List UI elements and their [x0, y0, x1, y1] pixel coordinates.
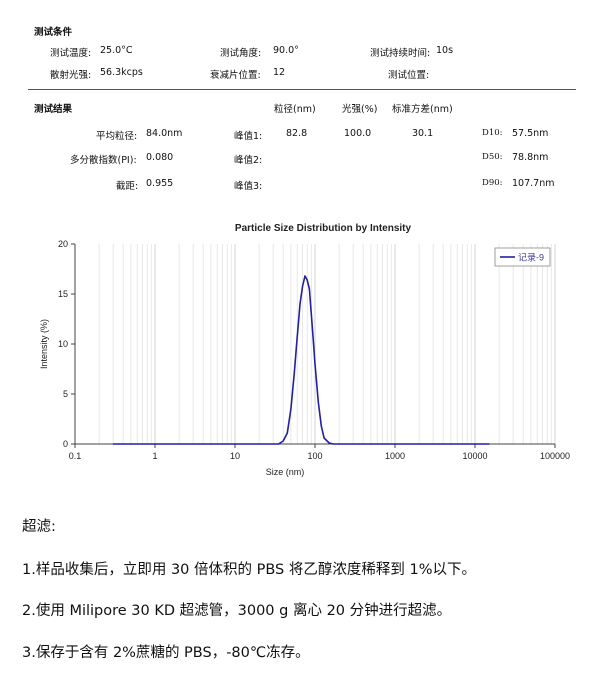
notes-step-1: 1.样品收集后，立即用 30 倍体积的 PBS 将乙醇浓度稀释到 1%以下。 [22, 562, 476, 578]
d50-value: 78.8nm [512, 152, 549, 163]
d10-label: D10: [482, 128, 503, 138]
data-point [314, 363, 316, 365]
data-point [290, 408, 292, 410]
data-point [394, 443, 396, 445]
pdi-label: 多分散指数(PI): [70, 155, 137, 166]
duration-label: 测试持续时间: [370, 48, 431, 59]
data-point [323, 437, 325, 439]
data-point [112, 443, 114, 445]
y-axis-label: Intensity (%) [39, 319, 49, 369]
data-point [154, 443, 156, 445]
x-tick-label: 100000 [540, 451, 570, 461]
duration-value: 10s [436, 45, 454, 56]
notes-heading: 超滤: [22, 519, 56, 535]
intensity-label: 散射光强: [50, 70, 92, 81]
data-point [474, 443, 476, 445]
data-point [317, 401, 319, 403]
peak2-label: 峰值2: [234, 155, 263, 166]
notes-step-3: 3.保存于含有 2%蔗糖的 PBS，-80℃冻存。 [22, 645, 310, 661]
peak1-label: 峰值1: [234, 131, 263, 142]
x-tick-label: 1 [152, 451, 157, 461]
y-tick-label: 0 [63, 439, 68, 449]
data-point [332, 443, 335, 445]
size-distribution-chart: Particle Size Distribution by Intensity 0… [39, 223, 570, 477]
pdi-value: 0.080 [146, 152, 174, 163]
data-point [312, 338, 314, 340]
x-tick-label: 100 [307, 451, 322, 461]
x-tick-label: 0.1 [69, 451, 82, 461]
data-point [296, 335, 298, 337]
data-point [282, 440, 284, 442]
results-title: 测试结果 [34, 104, 73, 115]
d90-value: 107.7nm [512, 178, 555, 189]
peak1-sd: 30.1 [412, 128, 434, 139]
data-point [293, 373, 295, 375]
y-tick-label: 10 [58, 339, 68, 349]
conditions-title: 测试条件 [34, 27, 73, 38]
intercept-value: 0.955 [146, 178, 174, 189]
series-line [113, 275, 490, 445]
data-point [299, 303, 301, 305]
peak1-intensity: 100.0 [344, 128, 372, 139]
col-size-header: 粒径(nm) [274, 104, 316, 115]
notes-step-2: 2.使用 Milipore 30 KD 超滤管，3000 g 离心 20 分钟进… [22, 603, 452, 619]
y-tick-label: 15 [58, 289, 68, 299]
temp-value: 25.0°C [100, 45, 133, 56]
col-sd-header: 标准方差(nm) [392, 104, 453, 115]
angle-value: 90.0° [273, 45, 299, 56]
section-divider [28, 89, 576, 90]
legend-box [494, 247, 551, 267]
y-tick-label: 5 [63, 389, 68, 399]
y-tick-label: 20 [58, 239, 68, 249]
data-point [302, 285, 304, 287]
data-point [488, 443, 490, 445]
chart-title: Particle Size Distribution by Intensity [235, 223, 412, 234]
x-tick-label: 10000 [462, 451, 487, 461]
data-point [286, 432, 288, 434]
angle-label: 测试角度: [220, 48, 262, 59]
data-point [234, 443, 236, 445]
col-intensity-header: 光强(%) [342, 104, 378, 115]
d90-label: D90: [482, 178, 503, 188]
peak1-size: 82.8 [286, 128, 308, 139]
data-point [306, 279, 308, 281]
data-point [320, 425, 322, 427]
attenuator-label: 衰减片位置: [210, 70, 261, 81]
intercept-label: 截距: [116, 181, 139, 192]
data-point [338, 443, 340, 445]
peak3-label: 峰值3: [234, 181, 263, 192]
avg-size-value: 84.0nm [146, 128, 183, 139]
position-label: 测试位置: [388, 70, 430, 81]
data-point [277, 443, 280, 445]
legend-label: 记录-9 [518, 253, 544, 263]
data-point [304, 275, 306, 277]
data-point [310, 313, 312, 315]
avg-size-label: 平均粒径: [96, 131, 138, 142]
d10-value: 57.5nm [512, 128, 549, 139]
data-point [308, 288, 310, 290]
x-tick-label: 10 [230, 451, 240, 461]
intensity-value: 56.3kcps [100, 67, 143, 78]
x-axis-label: Size (nm) [266, 467, 305, 477]
attenuator-value: 12 [273, 67, 286, 78]
temp-label: 测试温度: [50, 48, 92, 59]
data-point [328, 442, 330, 444]
d50-label: D50: [482, 152, 503, 162]
x-tick-label: 1000 [385, 451, 405, 461]
